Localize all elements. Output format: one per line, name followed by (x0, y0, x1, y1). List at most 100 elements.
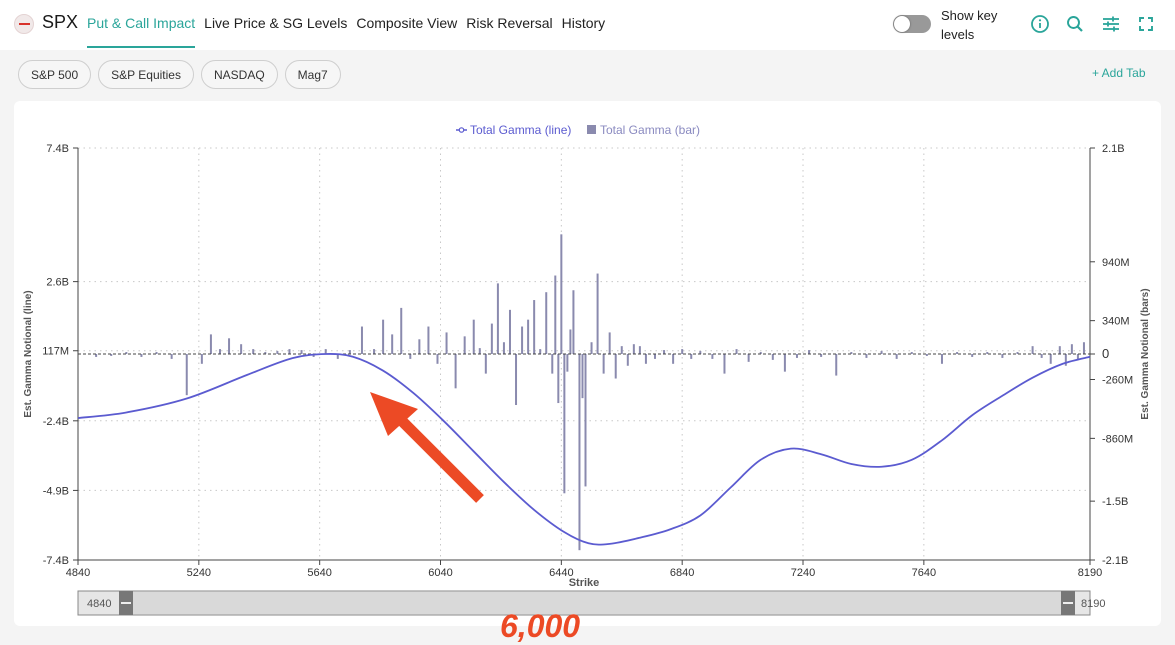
ticker-symbol: SPX (42, 12, 79, 32)
gamma-bar (521, 326, 524, 354)
add-tab-button[interactable]: + Add Tab (1092, 66, 1146, 80)
gamma-bar (620, 346, 623, 354)
gamma-bar (240, 344, 243, 354)
left-tick-label: -2.4B (43, 416, 69, 428)
gamma-bar (418, 339, 421, 354)
gamma-bar (632, 344, 635, 354)
gamma-bar (478, 348, 481, 354)
gamma-bar (551, 354, 554, 374)
x-tick-label: 5240 (187, 567, 211, 579)
gamma-bar (1064, 354, 1067, 366)
gamma-bar (681, 349, 684, 354)
x-tick-label: 6840 (670, 567, 694, 579)
gamma-bar (1070, 344, 1073, 354)
left-tick-label: 117M (42, 346, 69, 358)
right-tick-label: 0 (1102, 346, 1109, 361)
chip-nasdaq[interactable]: NASDAQ (200, 60, 278, 89)
gamma-bar (663, 350, 666, 354)
index-chips: S&P 500 S&P Equities NASDAQ Mag7 (18, 60, 341, 89)
gamma-bar (653, 354, 656, 359)
gamma-bar (200, 354, 203, 364)
logo-icon (14, 14, 34, 34)
gamma-bar (496, 283, 499, 354)
right-tick-label: -1.5B (1102, 496, 1128, 508)
gamma-bar (336, 354, 339, 359)
tab-history[interactable]: History (561, 15, 606, 31)
gamma-bar (288, 349, 291, 354)
gamma-bar (1076, 354, 1079, 360)
gamma-bar (771, 354, 774, 360)
tab-put-call-impact[interactable]: Put & Call Impact (87, 0, 196, 48)
gamma-bar (490, 323, 493, 354)
gamma-bar (155, 352, 158, 354)
toggle-knob (894, 16, 910, 32)
chip-mag7[interactable]: Mag7 (284, 60, 341, 89)
left-tick-label: -4.9B (43, 485, 69, 497)
gamma-bar (1058, 346, 1061, 354)
info-icon[interactable] (1029, 13, 1051, 35)
gamma-bar (590, 342, 593, 354)
chip-sp-equities[interactable]: S&P Equities (98, 60, 194, 89)
gamma-bar (808, 350, 811, 354)
gamma-bar (578, 354, 581, 551)
x-tick-label: 6440 (549, 567, 573, 579)
gamma-bar (699, 351, 702, 354)
gamma-bar (560, 234, 563, 354)
sliders-icon[interactable] (1100, 13, 1122, 35)
right-tick-label: -260M (1102, 375, 1133, 387)
gamma-bar (895, 354, 898, 359)
x-tick-label: 8190 (1078, 567, 1102, 579)
tab-live-price[interactable]: Live Price & SG Levels (204, 15, 348, 31)
fullscreen-icon[interactable] (1135, 13, 1157, 35)
gamma-bar (910, 352, 913, 354)
gamma-bar (463, 336, 466, 354)
left-tick-label: 2.6B (46, 277, 69, 289)
gamma-bar (400, 307, 403, 354)
annotation-arrow-shaft (391, 410, 484, 503)
gamma-bar (539, 349, 542, 354)
gamma-bar (614, 354, 617, 379)
x-tick-label: 4840 (66, 567, 90, 579)
gamma-bar (602, 354, 605, 374)
gamma-bar (626, 354, 629, 366)
gamma-bar (584, 354, 587, 487)
gamma-bar (360, 326, 363, 354)
gamma-bar (436, 354, 439, 364)
tab-risk-reversal[interactable]: Risk Reversal (466, 15, 553, 31)
gamma-bar (835, 354, 838, 376)
zoom-end-label: 8190 (1081, 598, 1105, 610)
x-tick-label: 7640 (912, 567, 936, 579)
gamma-bar (795, 354, 798, 358)
y-axis-right-label: Est. Gamma Notional (bars) (1140, 288, 1151, 419)
gamma-bar (409, 354, 412, 359)
tab-composite-view[interactable]: Composite View (356, 15, 458, 31)
gamma-bar (140, 354, 143, 357)
gamma-bar (1001, 354, 1004, 358)
gamma-bar (228, 338, 231, 354)
chip-sp500[interactable]: S&P 500 (18, 60, 92, 89)
x-axis-label: Strike (569, 577, 600, 589)
gamma-bar (454, 354, 457, 389)
gamma-bar (554, 275, 557, 354)
gamma-bar (557, 354, 560, 404)
show-key-levels-toggle[interactable] (893, 15, 931, 33)
gamma-bar (391, 334, 394, 354)
search-icon[interactable] (1064, 13, 1086, 35)
gamma-bar (252, 349, 255, 354)
annotation-label: 6,000 (500, 608, 581, 644)
gamma-bar (672, 354, 675, 364)
gamma-chart: 7.4B 2.6B 117M -2.4B -4.9B -7.4B 2.1B 940M 340M 0… (23, 123, 1151, 616)
gamma-bar (638, 346, 641, 354)
x-tick-label: 5640 (307, 567, 331, 579)
gamma-bar (445, 332, 448, 354)
gamma-bar (382, 319, 385, 354)
gamma-bar (185, 354, 188, 396)
x-tick-label: 6040 (428, 567, 452, 579)
left-tick-label: 7.4B (46, 143, 69, 155)
zoom-slider-selection (122, 592, 1062, 614)
right-tick-label: -2.1B (1102, 555, 1128, 567)
gamma-bar (125, 352, 128, 354)
gamma-bar (572, 290, 575, 354)
gamma-bar (324, 349, 327, 354)
gamma-bar (502, 342, 505, 354)
